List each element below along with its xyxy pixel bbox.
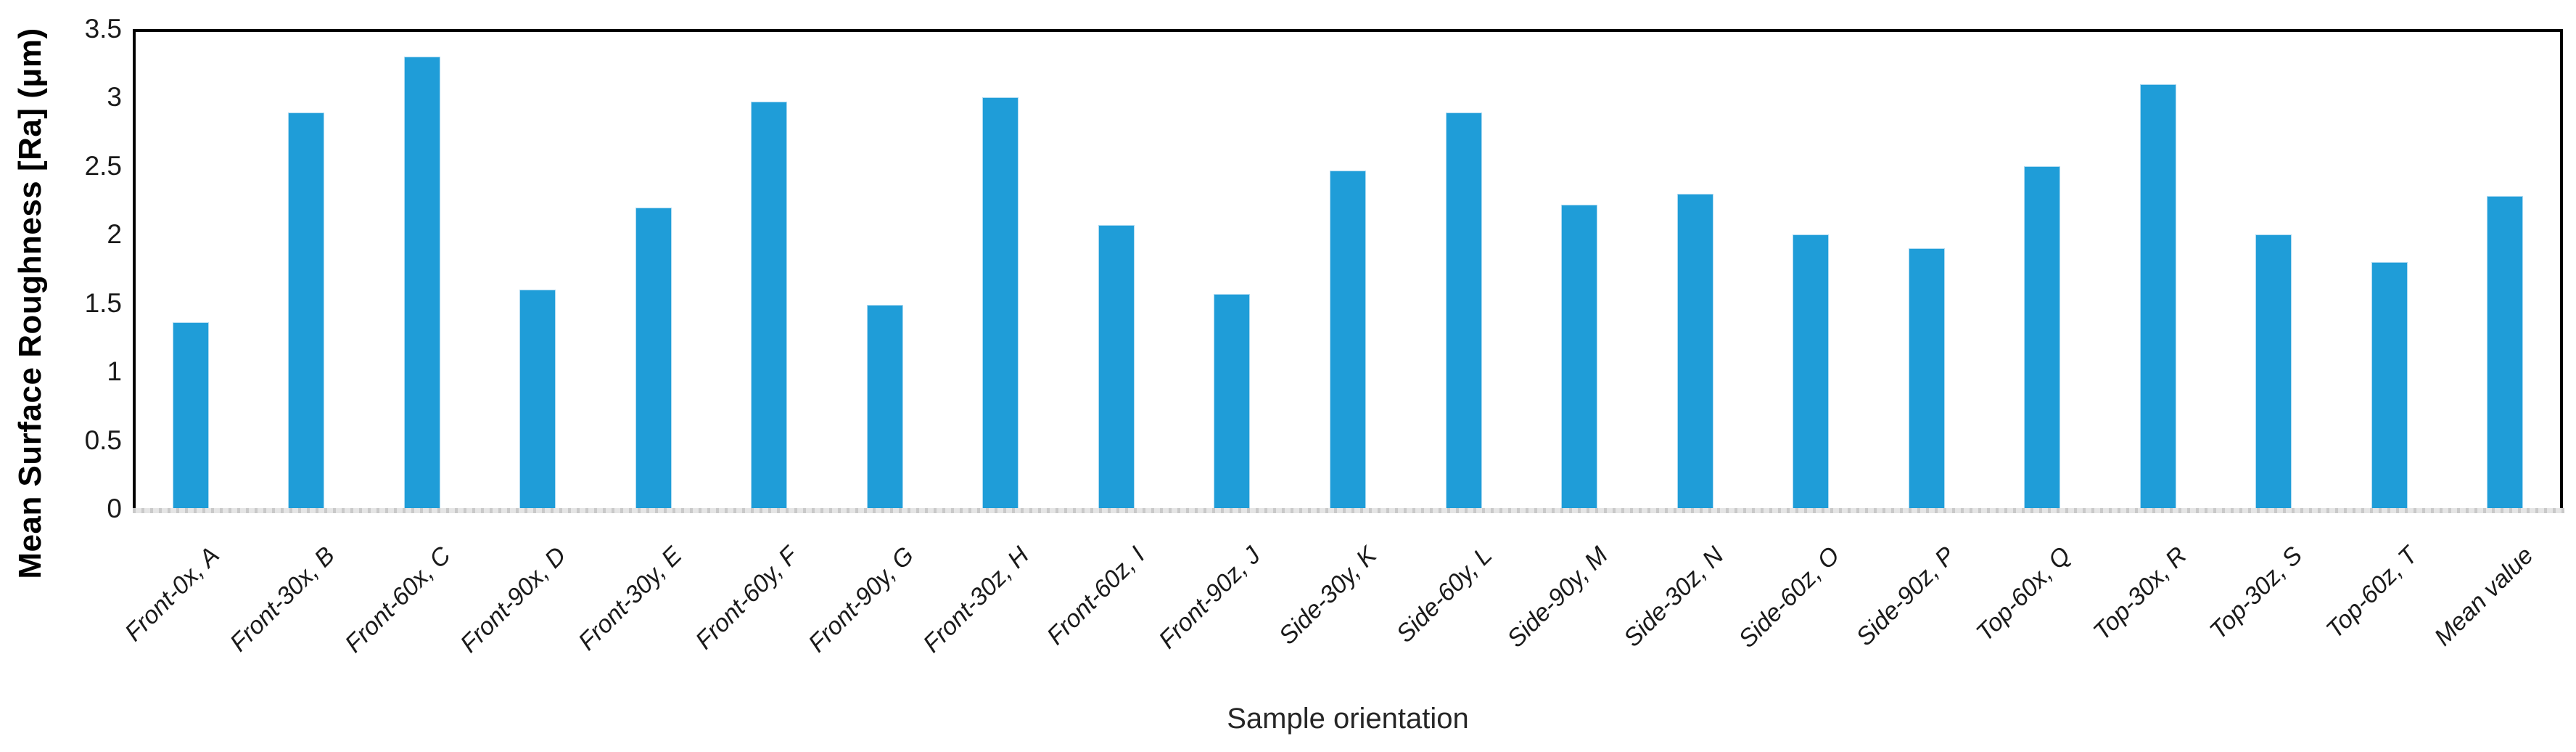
x-axis-title: Sample orientation (1227, 703, 1469, 735)
x-tick-label: Top-30z, S (2204, 541, 2308, 645)
x-tick-label: Front-60y, F (690, 541, 804, 655)
x-tick-label: Mean value (2429, 541, 2540, 652)
bar-Front-30y, E (635, 207, 672, 509)
x-tick-label: Side-60z, O (1733, 541, 1845, 653)
plot-area-frame (133, 29, 2563, 510)
y-tick-label: 3 (107, 82, 122, 113)
bar-Front-60x, C (403, 56, 440, 509)
bar-Front-30z, H (982, 97, 1019, 509)
x-tick-label: Front-30y, E (573, 541, 688, 656)
x-tick-label: Side-30y, K (1273, 541, 1382, 650)
y-tick-label: 2 (107, 219, 122, 250)
bar-Side-30y, K (1330, 170, 1366, 509)
bar-Front-0x, A (172, 322, 209, 509)
bar-Front-60y, F (751, 102, 788, 509)
y-tick-label: 0.5 (84, 425, 122, 455)
x-tick-label: Side-60y, L (1391, 541, 1498, 648)
x-tick-label: Front-0x, A (119, 541, 225, 647)
bar-Front-90x, D (519, 289, 556, 509)
bar-Front-30x, B (288, 113, 325, 509)
x-tick-label: Front-60x, C (340, 541, 456, 658)
x-tick-label: Top-30x, R (2087, 541, 2192, 646)
x-tick-label: Side-90z, P (1851, 541, 1961, 652)
y-tick-label: 2.5 (84, 150, 122, 181)
x-axis-line (133, 508, 2564, 513)
x-tick-label: Front-30z, H (918, 541, 1035, 658)
x-tick-label: Front-90y, G (802, 541, 919, 658)
x-tick-label: Side-30z, N (1618, 541, 1729, 653)
x-tick-label: Front-90x, D (455, 541, 572, 658)
bar-Front-60z, I (1098, 225, 1135, 509)
x-tick-label: Side-90y, M (1502, 541, 1613, 653)
bar-Top-30x, R (2139, 83, 2176, 509)
bar-Front-90y, G (866, 304, 903, 509)
bar-Side-90y, M (1561, 204, 1598, 509)
x-tick-label: Front-90z, J (1153, 541, 1267, 655)
bar-Top-30z, S (2255, 234, 2292, 509)
bar-Side-30z, N (1676, 193, 1713, 509)
x-tick-label: Front-30x, B (225, 541, 341, 658)
bar-Top-60z, T (2371, 262, 2408, 509)
bar-Side-60y, L (1445, 113, 1482, 509)
x-tick-label: Top-60z, T (2321, 541, 2424, 644)
y-tick-label: 1 (107, 356, 122, 387)
bars-layer (133, 29, 2563, 509)
y-tick-label: 0 (107, 494, 122, 523)
bar-Top-60x, Q (2024, 165, 2061, 509)
bar-Front-90z, J (1214, 293, 1251, 509)
bar-Side-60z, O (1793, 234, 1830, 509)
x-tick-label: Front-60z, I (1042, 541, 1151, 650)
bar-Side-90z, P (1908, 248, 1945, 509)
x-tick-label: Top-60x, Q (1971, 541, 2077, 647)
y-tick-label: 3.5 (84, 14, 122, 44)
y-tick-label: 1.5 (84, 287, 122, 318)
bar-Mean value (2487, 196, 2524, 509)
